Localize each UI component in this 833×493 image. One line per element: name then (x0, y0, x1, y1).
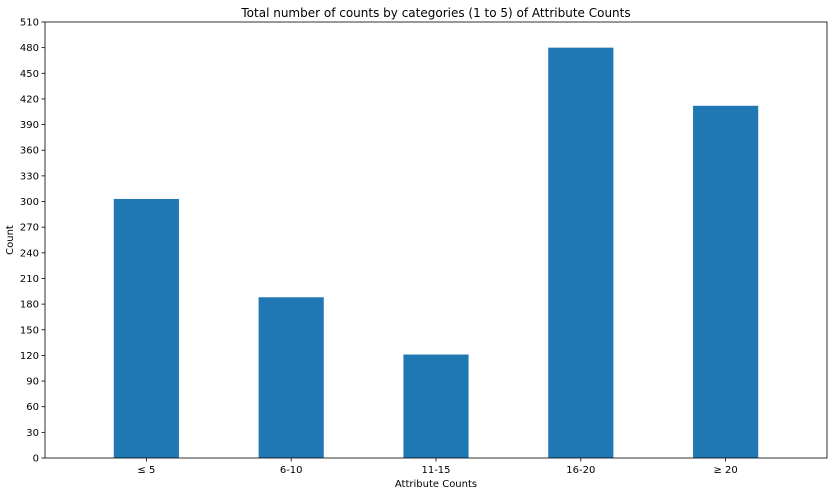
bar-2 (403, 354, 469, 458)
x-tick-label: 16-20 (566, 465, 595, 476)
bars-group (113, 47, 759, 458)
y-tick-label: 150 (20, 325, 39, 336)
y-tick-label: 270 (20, 223, 39, 234)
bar-4 (693, 105, 759, 458)
y-tick-label: 30 (26, 428, 39, 439)
x-tick-label: 11-15 (421, 465, 450, 476)
y-tick-label: 210 (20, 274, 39, 285)
x-axis-ticks: ≤ 5 6-10 11-15 16-20 ≥ 20 (137, 458, 738, 476)
x-axis-label: Attribute Counts (395, 479, 477, 490)
y-tick-label: 180 (20, 300, 39, 311)
x-tick-label: 6-10 (280, 465, 303, 476)
y-tick-label: 480 (20, 43, 39, 54)
bar-0 (113, 198, 179, 458)
y-tick-label: 240 (20, 248, 39, 259)
y-tick-label: 420 (20, 94, 39, 105)
y-tick-label: 120 (20, 351, 39, 362)
y-tick-label: 90 (26, 377, 39, 388)
y-axis-label: Count (5, 225, 16, 255)
bar-3 (548, 47, 614, 458)
plot-frame (44, 21, 828, 459)
y-tick-label: 330 (20, 171, 39, 182)
y-tick-label: 60 (26, 402, 39, 413)
y-tick-label: 360 (20, 146, 39, 157)
y-tick-label: 0 (33, 454, 39, 465)
y-tick-label: 450 (20, 69, 39, 80)
chart-title: Total number of counts by categories (1 … (240, 6, 630, 20)
y-tick-label: 510 (20, 18, 39, 29)
x-tick-label: ≤ 5 (137, 465, 155, 476)
x-tick-label: ≥ 20 (713, 465, 737, 476)
bar-1 (258, 297, 324, 458)
y-tick-label: 300 (20, 197, 39, 208)
y-axis-ticks: 0 30 60 90 120 150 180 210 240 270 300 330 360 390 420… (20, 18, 45, 465)
y-tick-label: 390 (20, 120, 39, 131)
